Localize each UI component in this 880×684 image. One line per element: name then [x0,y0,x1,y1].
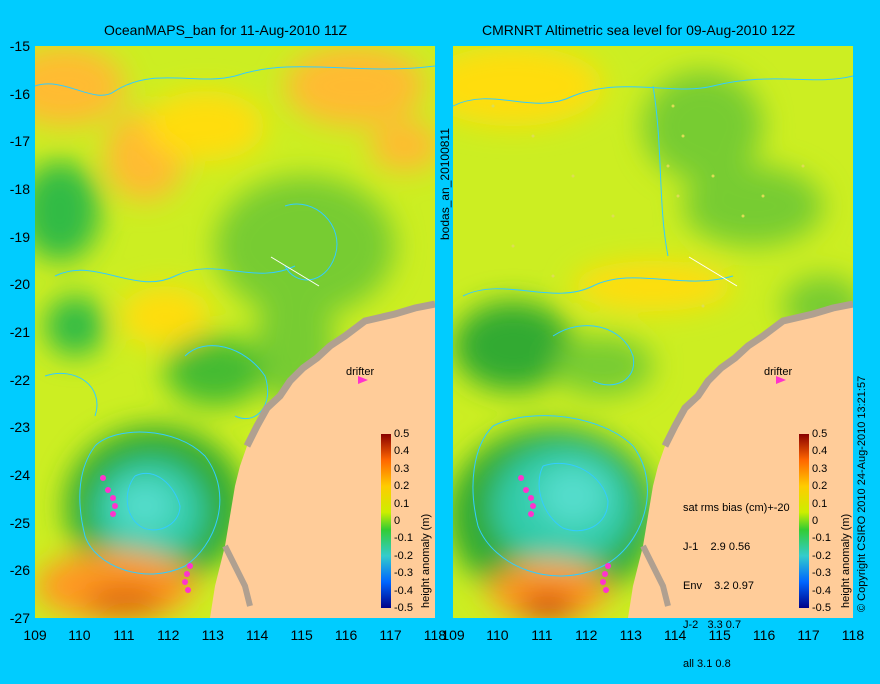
colorbar-tick-label: -0.3 [812,567,831,580]
y-tick-label: -22 [9,371,30,388]
y-tick-label: -19 [9,228,30,245]
x-tick-label: 112 [575,627,598,643]
right-panel-title: CMRNRT Altimetric sea level for 09-Aug-2… [482,22,796,38]
colorbar-tick-label: -0.1 [812,532,831,545]
y-tick-label: -23 [9,419,30,436]
colorbar-tick-label: -0.2 [812,549,831,562]
colorbar-tick-label: 0.5 [394,428,410,440]
colorbar-tick-label: 0.5 [812,428,828,440]
colorbar-tick-label: -0.4 [812,584,831,597]
copyright-label: © Copyright CSIRO 2010 24-Aug-2010 13:21… [856,375,868,612]
x-tick-label: 111 [531,627,553,643]
y-tick-label: -18 [9,181,30,197]
stats-header: sat rms bias (cm)+-20 [683,502,790,514]
colorbar-tick-label: 0.3 [812,462,828,475]
x-tick-label: 110 [486,627,509,643]
stats-row: J-2 3.3 0.7 [683,619,742,631]
x-tick-label: 109 [441,627,465,643]
x-tick-label: 118 [841,627,865,643]
colorbar-tick-label: -0.4 [394,584,413,597]
right-map [453,46,853,618]
x-tick-label: 117 [379,627,402,643]
y-tick-label: -15 [9,38,30,54]
y-tick-label: -20 [9,276,30,293]
right-drifter-label: drifter [764,366,793,378]
altimetry-stats: sat rms bias (cm)+-20 J-1 2.9 0.56 Env 3… [683,476,790,684]
colorbar-tick-label: -0.2 [394,549,413,562]
left-panel-title: OceanMAPS_ban for 11-Aug-2010 11Z [104,22,348,38]
y-tick-label: -17 [9,133,30,150]
left-colorbar-label: height anomaly (m) [420,513,432,608]
colorbar-tick-label: 0.4 [394,445,410,458]
x-tick-label: 116 [334,627,358,643]
colorbar-tick-label: 0 [812,515,819,527]
y-tick-label: -25 [9,514,30,531]
colorbar-tick-label: 0.2 [394,480,410,493]
colorbar-tick-label: 0.2 [812,480,828,493]
colorbar-tick-label: 0.3 [394,462,410,475]
right-colorbar-label: height anomaly (m) [840,513,852,608]
x-tick-label: 109 [23,627,47,643]
x-tick-label: 113 [619,627,642,643]
x-tick-label: 115 [708,627,731,643]
y-tick-label: -26 [9,562,30,579]
stats-row: Env 3.2 0.97 [683,580,754,592]
colorbar-tick-label: 0.1 [812,497,828,510]
left-colorbar [381,434,391,608]
colorbar-tick-label: -0.5 [812,602,831,614]
y-tick-label: -24 [9,467,30,484]
colorbar-tick-label: -0.5 [394,602,413,614]
x-tick-label: 114 [664,627,687,643]
colorbar-tick-label: 0.4 [812,445,828,458]
x-tick-label: 111 [113,627,135,643]
x-tick-label: 115 [290,627,313,643]
x-tick-label: 117 [797,627,820,643]
x-tick-label: 112 [157,627,180,643]
x-tick-label: 118 [423,627,447,643]
x-tick-label: 116 [752,627,776,643]
left-map [35,46,435,618]
stats-row: J-1 2.9 0.56 [683,541,751,553]
colorbar-tick-label: 0.1 [394,497,410,510]
left-drifter-label: drifter [346,366,375,378]
x-tick-label: 110 [68,627,91,643]
y-tick-label: -27 [9,610,30,627]
y-tick-label: -21 [9,324,30,341]
colorbar-tick-label: 0 [394,515,401,527]
run-id-label: bodas_an_20100811 [438,128,452,240]
x-tick-label: 114 [246,627,269,643]
colorbar-tick-label: -0.1 [394,532,413,545]
colorbar-tick-label: -0.3 [394,567,413,580]
right-colorbar [799,434,809,608]
x-tick-label: 113 [201,627,224,643]
y-tick-label: -16 [9,85,30,102]
